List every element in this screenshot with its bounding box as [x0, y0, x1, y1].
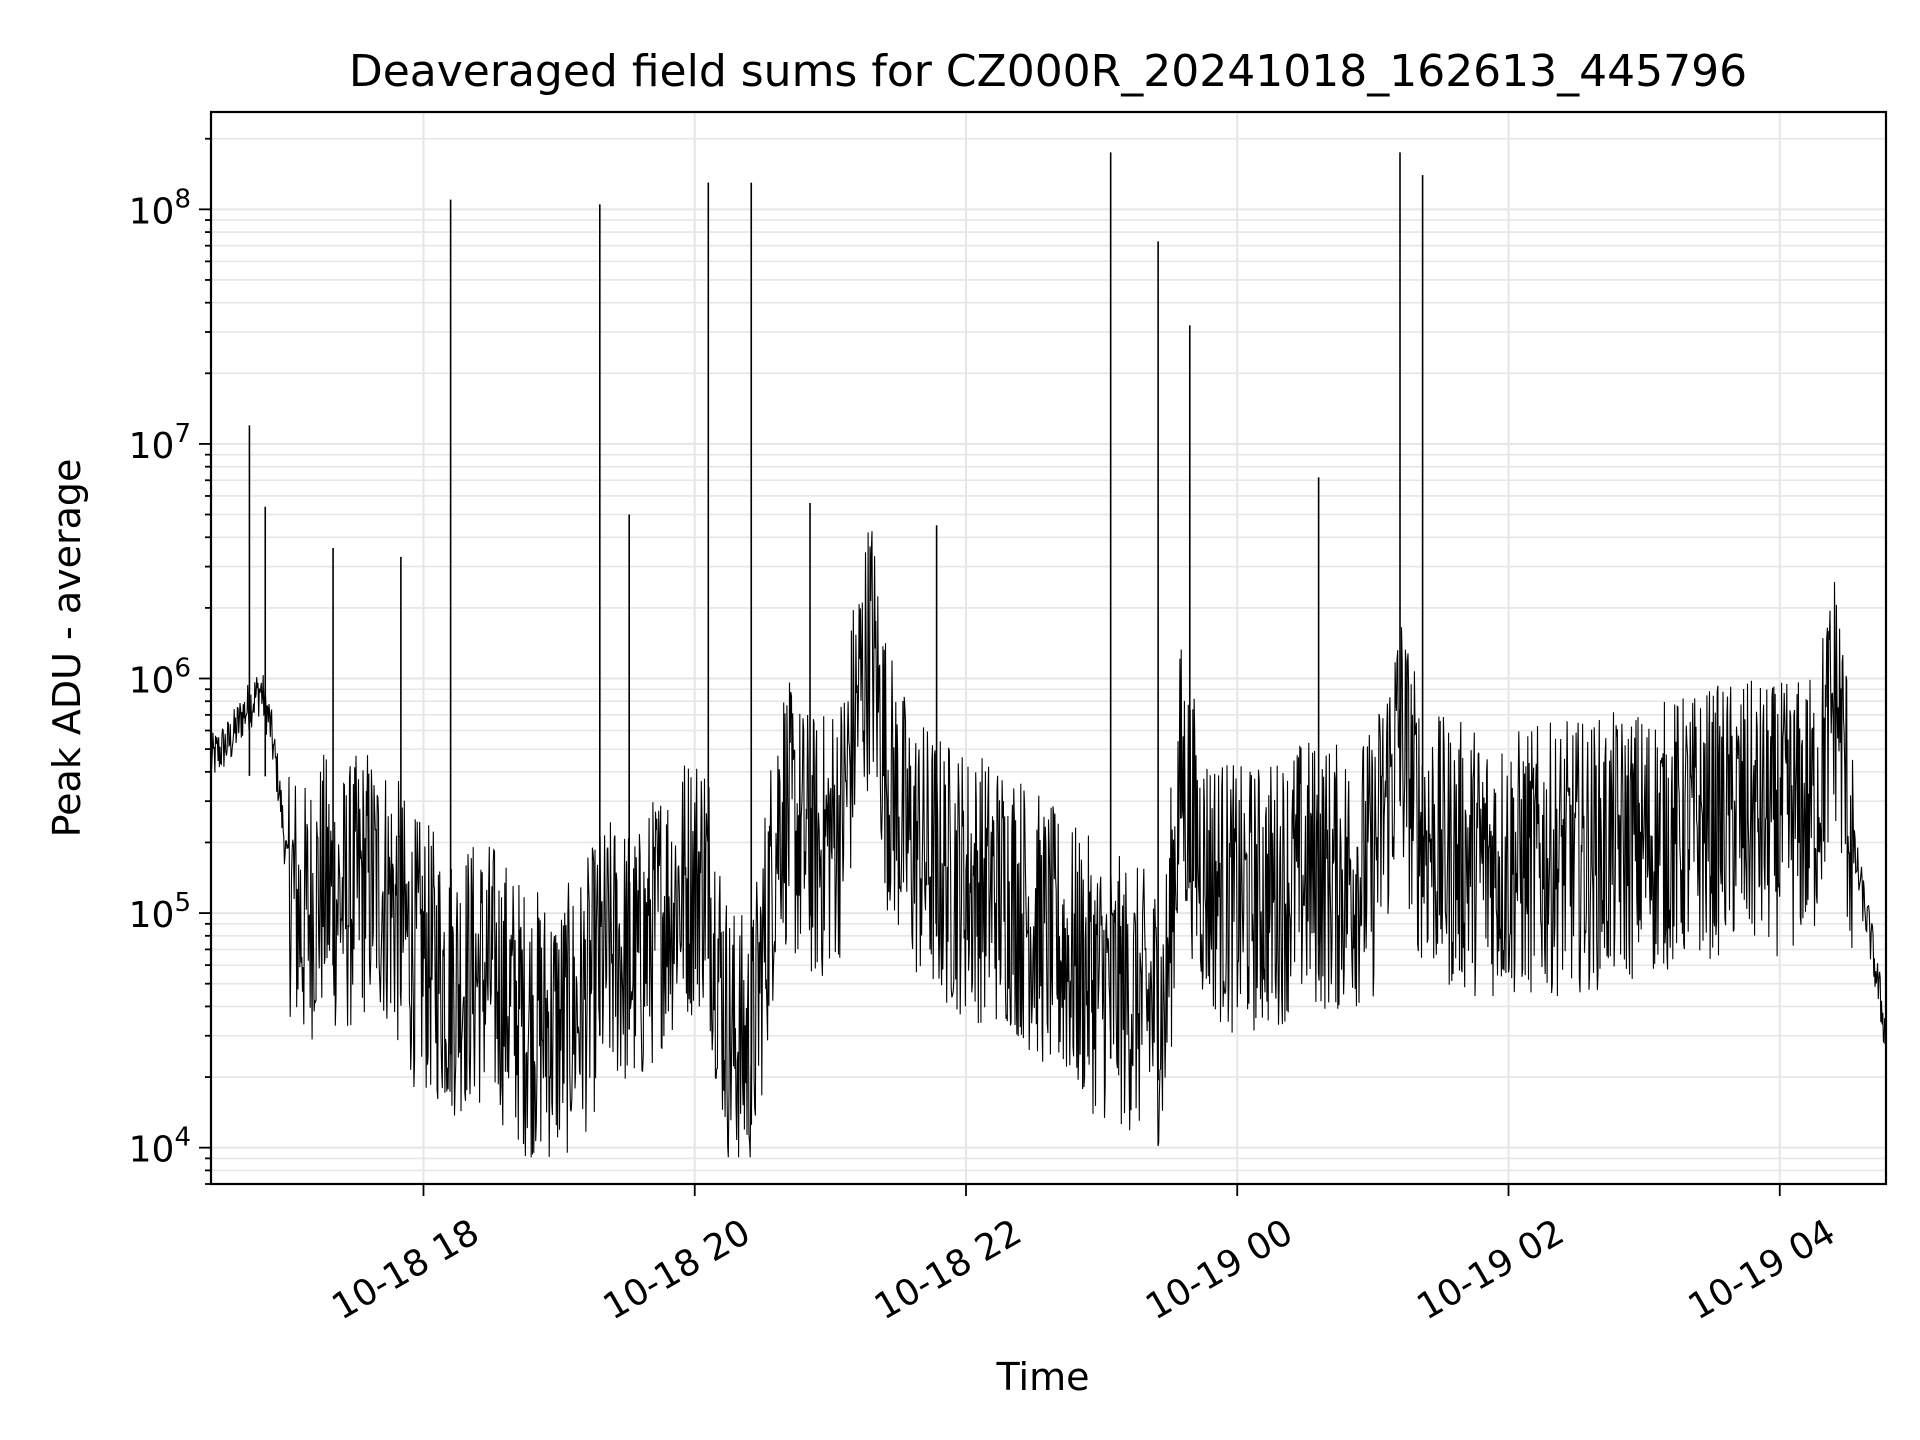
- x-axis-label: Time: [996, 1355, 1090, 1399]
- y-tick-label: 108: [129, 184, 191, 232]
- y-tick-label: 107: [129, 419, 191, 467]
- y-axis-label: Peak ADU - average: [45, 459, 89, 838]
- data-trace: [210, 531, 1887, 1158]
- y-tick-label: 104: [129, 1123, 191, 1171]
- chart-title: Deaveraged field sums for CZ000R_2024101…: [349, 46, 1747, 97]
- y-tick-label: 105: [129, 888, 191, 936]
- y-tick-label: 106: [129, 654, 191, 702]
- plot-frame: [209, 110, 1888, 1186]
- data-series: [210, 152, 1887, 1158]
